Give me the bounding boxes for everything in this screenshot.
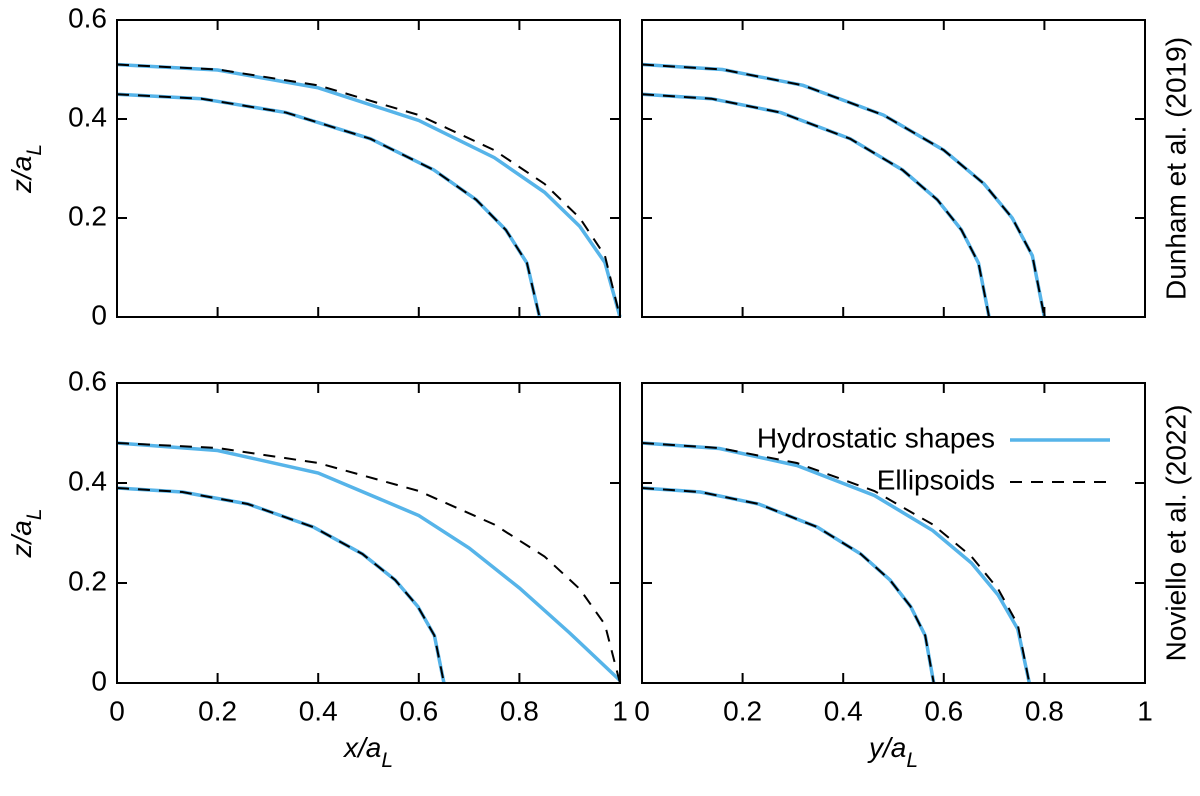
curve	[641, 441, 1032, 684]
curve	[116, 63, 621, 318]
curve	[641, 442, 1031, 684]
curve	[116, 93, 541, 318]
curve	[116, 487, 445, 684]
x-tick-label: 0.4	[299, 695, 338, 726]
curve	[641, 93, 991, 318]
x-tick-label: 0	[109, 695, 125, 726]
frame	[116, 19, 621, 318]
x-tick-label: 0.2	[198, 695, 237, 726]
y-tick-label: 0	[91, 665, 107, 696]
y-tick-label: 0.4	[68, 465, 107, 496]
y-axis-label-sub: L	[23, 144, 46, 156]
y-axis-label-main: z/a	[6, 520, 37, 558]
curve	[116, 442, 621, 684]
y-tick-label: 0.6	[68, 2, 107, 33]
x-axis-label-main: x/a	[342, 732, 381, 763]
curve	[116, 92, 542, 318]
x-tick-label: 0	[634, 695, 650, 726]
x-tick-label: 0.6	[399, 695, 438, 726]
frame	[641, 382, 1146, 684]
x-axis-label-sub: L	[906, 749, 918, 772]
x-tick-label: 0.8	[500, 695, 539, 726]
x-tick-label: 1	[612, 695, 628, 726]
x-axis-label: y/aL	[867, 732, 918, 772]
y-tick-label: 0.2	[68, 565, 107, 596]
curve	[641, 63, 1046, 318]
y-tick-label: 0.4	[68, 101, 107, 132]
y-tick-label: 0.2	[68, 200, 107, 231]
frame	[116, 382, 621, 684]
y-axis-label-main: z/a	[6, 156, 37, 194]
x-tick-label: 0.4	[824, 695, 863, 726]
row-label: Noviello et al. (2022)	[1160, 405, 1191, 662]
curve	[116, 486, 446, 684]
x-axis-label-sub: L	[381, 749, 393, 772]
x-axis-label: x/aL	[342, 732, 393, 772]
x-tick-label: 0.2	[723, 695, 762, 726]
curve	[641, 92, 991, 318]
x-tick-label: 1	[1137, 695, 1153, 726]
curve	[641, 486, 936, 684]
x-axis-label-main: y/a	[867, 732, 906, 763]
curve	[641, 487, 935, 684]
y-tick-label: 0	[91, 299, 107, 330]
y-axis-label: z/aL	[6, 144, 46, 194]
y-axis-label-sub: L	[23, 508, 46, 520]
row-label: Dunham et al. (2019)	[1160, 37, 1191, 300]
frame	[641, 19, 1146, 318]
curve	[116, 441, 622, 682]
y-axis-label: z/aL	[6, 508, 46, 558]
x-tick-label: 0.8	[1025, 695, 1064, 726]
curve	[641, 62, 1047, 318]
legend-label: Hydrostatic shapes	[757, 422, 995, 453]
legend-label: Ellipsoids	[877, 464, 995, 495]
x-tick-label: 0.6	[924, 695, 963, 726]
curve	[116, 62, 622, 318]
y-tick-label: 0.6	[68, 365, 107, 396]
